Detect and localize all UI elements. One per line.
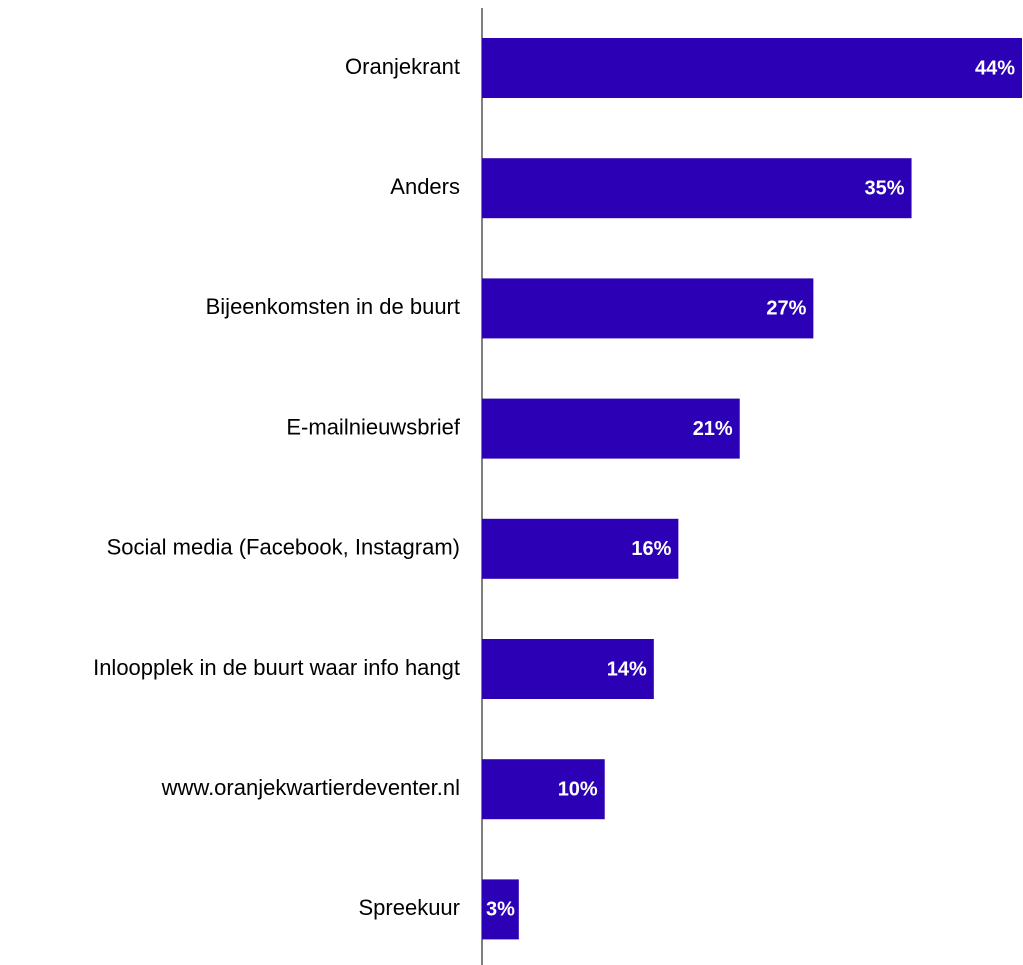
bar: [482, 398, 740, 459]
value-label: 21%: [693, 418, 733, 440]
bar: [482, 278, 814, 339]
value-label: 14%: [607, 658, 647, 680]
bar: [482, 759, 605, 820]
value-label: 16%: [631, 538, 671, 560]
bar: [482, 158, 912, 219]
bar: [482, 518, 679, 579]
category-label: Anders: [390, 174, 460, 199]
value-label: 10%: [558, 778, 598, 800]
category-label: Oranjekrant: [345, 54, 460, 79]
value-label: 44%: [975, 57, 1015, 79]
category-label: Social media (Facebook, Instagram): [107, 535, 460, 560]
value-label: 3%: [486, 899, 515, 921]
category-label: Bijeenkomsten in de buurt: [206, 294, 460, 319]
bar: [482, 639, 654, 699]
value-label: 27%: [766, 298, 806, 320]
category-label: www.oranjekwartierdeventer.nl: [161, 775, 460, 800]
category-label: Inloopplek in de buurt waar info hangt: [93, 655, 460, 680]
value-label: 35%: [865, 177, 905, 199]
bar: [482, 38, 1022, 98]
category-label: Spreekuur: [358, 895, 460, 920]
category-label: E-mailnieuwsbrief: [286, 414, 461, 439]
bar: [482, 879, 519, 940]
